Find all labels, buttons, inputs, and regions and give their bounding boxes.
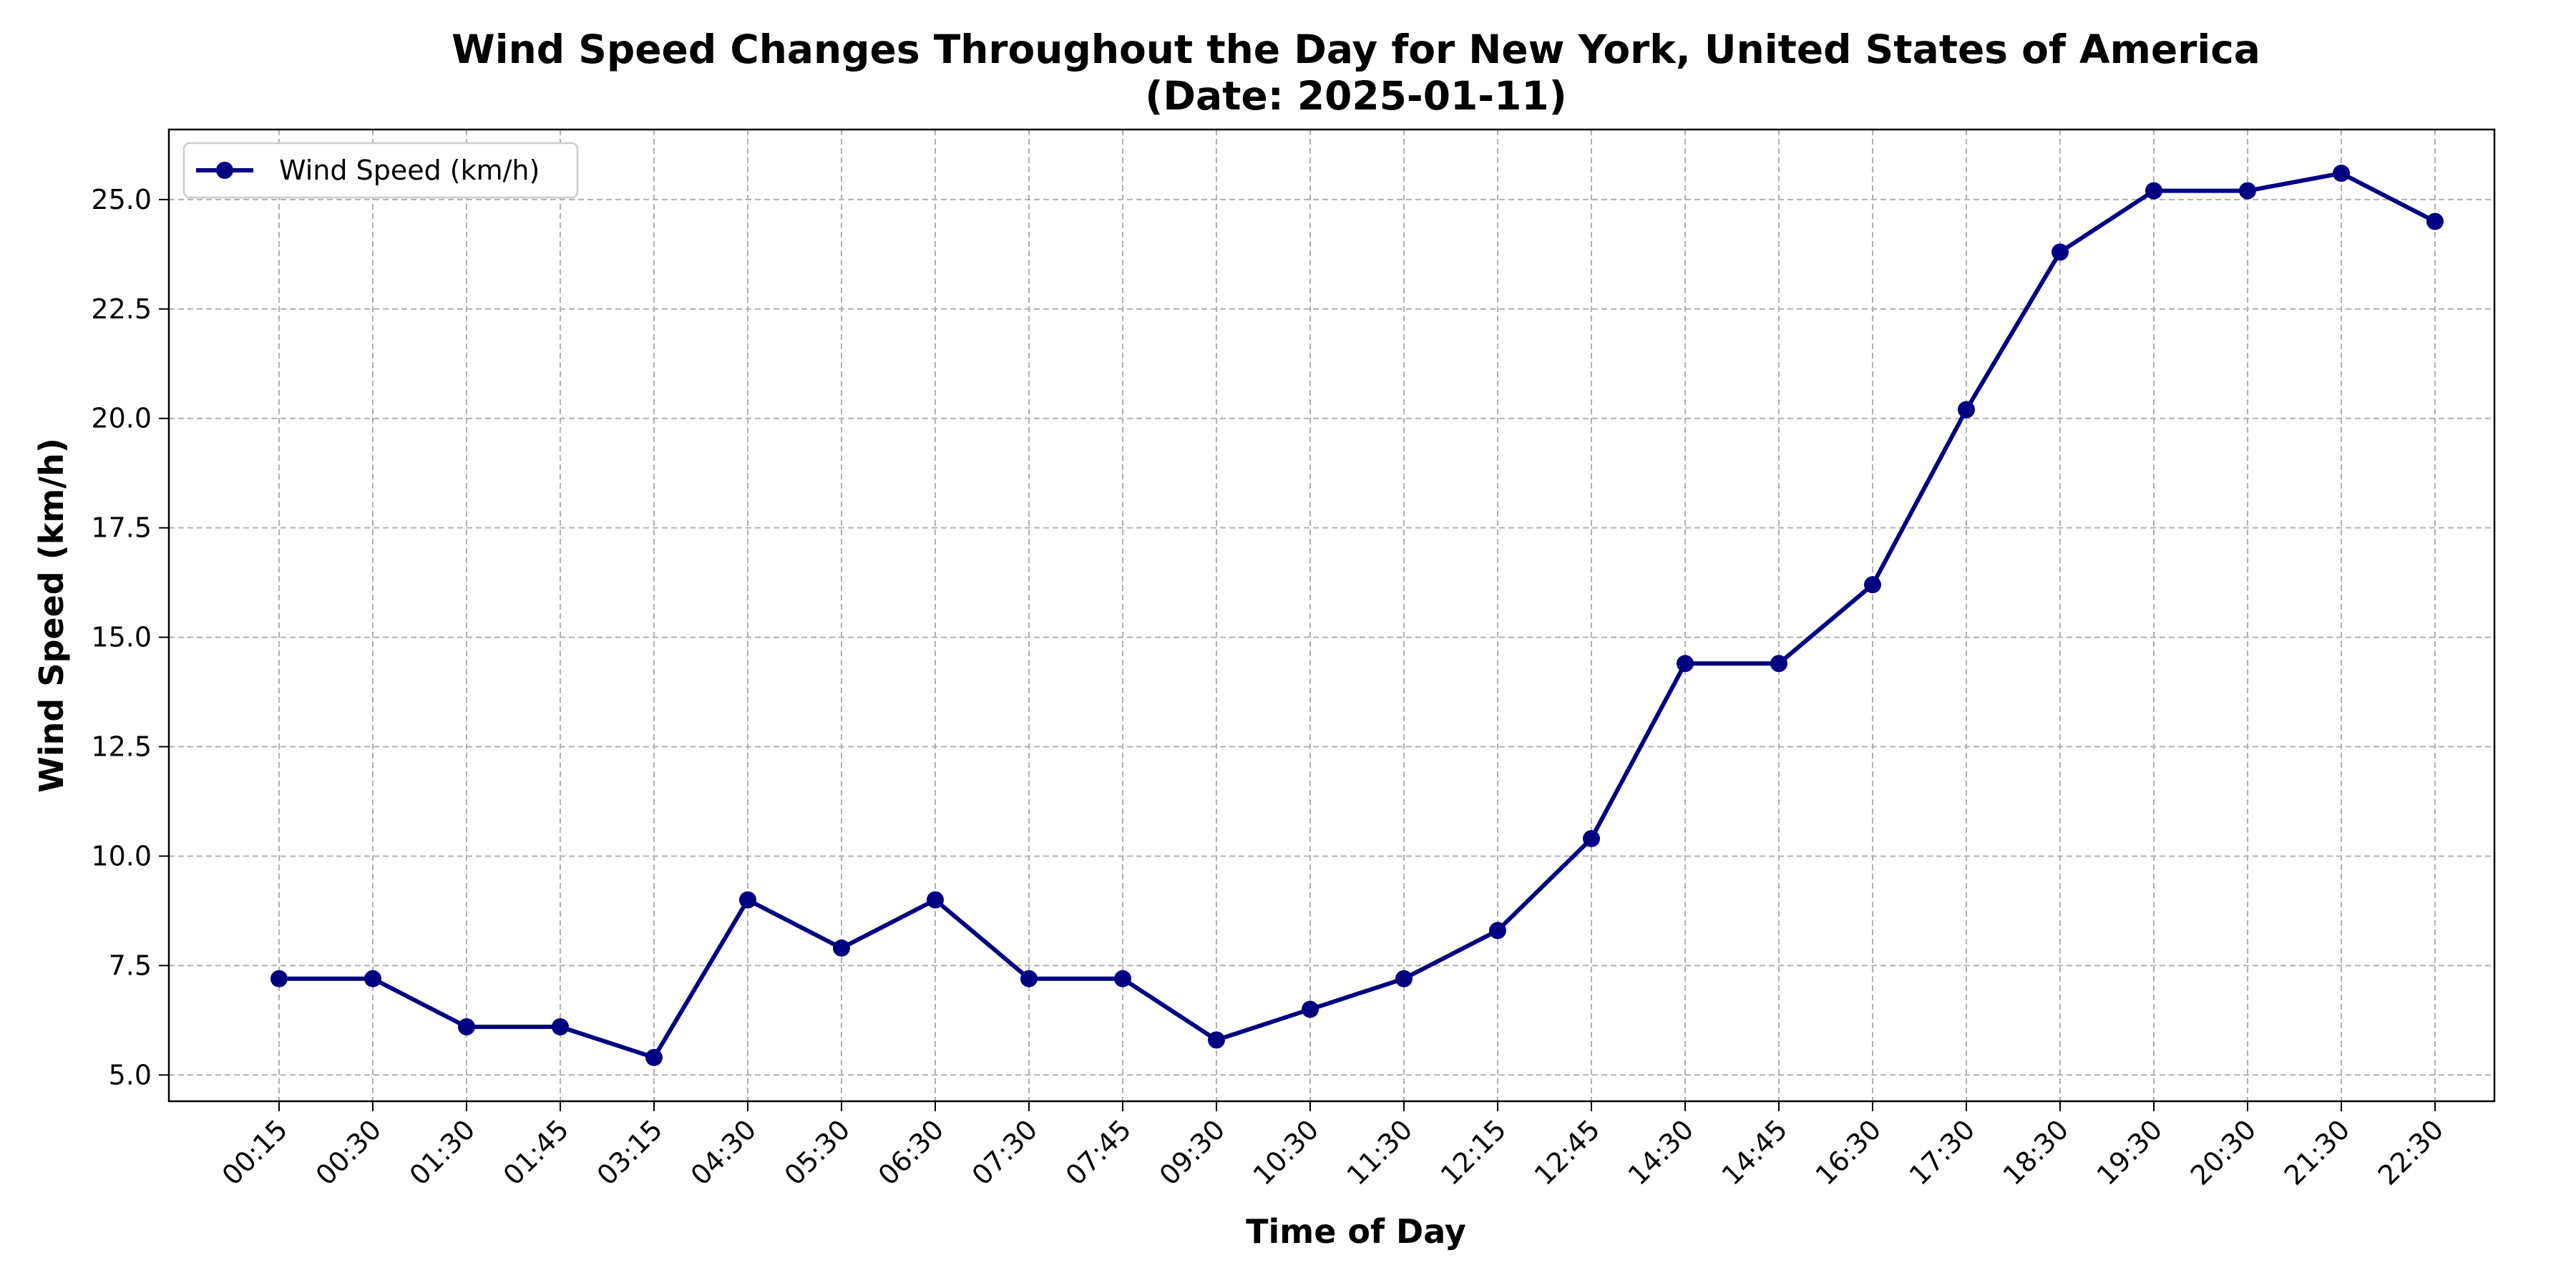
y-tick-label: 5.0 (109, 1059, 152, 1091)
data-point (739, 891, 756, 909)
data-point (833, 939, 850, 957)
y-tick-label: 25.0 (91, 184, 152, 215)
grid-lines (169, 130, 2494, 1101)
y-tick-label: 7.5 (109, 950, 152, 981)
data-point (1864, 576, 1881, 594)
chart-title-line1: Wind Speed Changes Throughout the Day fo… (452, 26, 2260, 72)
y-tick-label: 15.0 (91, 622, 152, 653)
data-point (1208, 1031, 1225, 1049)
series-line (277, 171, 2437, 1060)
data-point (1583, 829, 1600, 847)
y-tick-label: 20.0 (91, 403, 152, 434)
data-point (2333, 165, 2350, 182)
legend-label: Wind Speed (km/h) (279, 155, 540, 186)
y-tick-label: 12.5 (91, 731, 152, 763)
legend-box (182, 142, 579, 199)
data-point (1958, 401, 1975, 419)
y-tick-label: 17.5 (91, 512, 152, 544)
x-axis-label: Time of Day (1246, 1212, 1466, 1251)
y-axis-ticks: 5.0 7.5 10.0 12.5 15.0 17.5 20.0 22.5 25.0 (91, 184, 169, 1091)
data-point (2239, 182, 2256, 200)
y-tick-label: 10.0 (91, 840, 152, 872)
data-point (2145, 182, 2162, 200)
data-point (645, 1048, 663, 1066)
data-point (1395, 970, 1413, 987)
data-point (2426, 213, 2444, 230)
chart-title-line2: (Date: 2025-01-11) (1145, 73, 1567, 119)
legend-point-marker (216, 162, 233, 179)
data-point (1020, 970, 1038, 987)
legend: Wind Speed (km/h) (182, 142, 579, 199)
data-point (552, 1018, 569, 1036)
data-point (1489, 922, 1506, 940)
data-point (2051, 243, 2069, 261)
data-point (927, 891, 944, 909)
series-layer (270, 165, 2444, 1066)
data-point (364, 970, 381, 987)
data-point (1677, 655, 1694, 673)
data-point (458, 1018, 475, 1036)
y-tick-label: 22.5 (91, 293, 152, 325)
data-point (270, 970, 288, 987)
data-point (1302, 1000, 1319, 1018)
plot-area-frame (167, 128, 2496, 1103)
y-axis-label: Wind Speed (km/h) (32, 438, 71, 793)
data-point (1114, 970, 1131, 987)
data-point (1770, 655, 1787, 673)
